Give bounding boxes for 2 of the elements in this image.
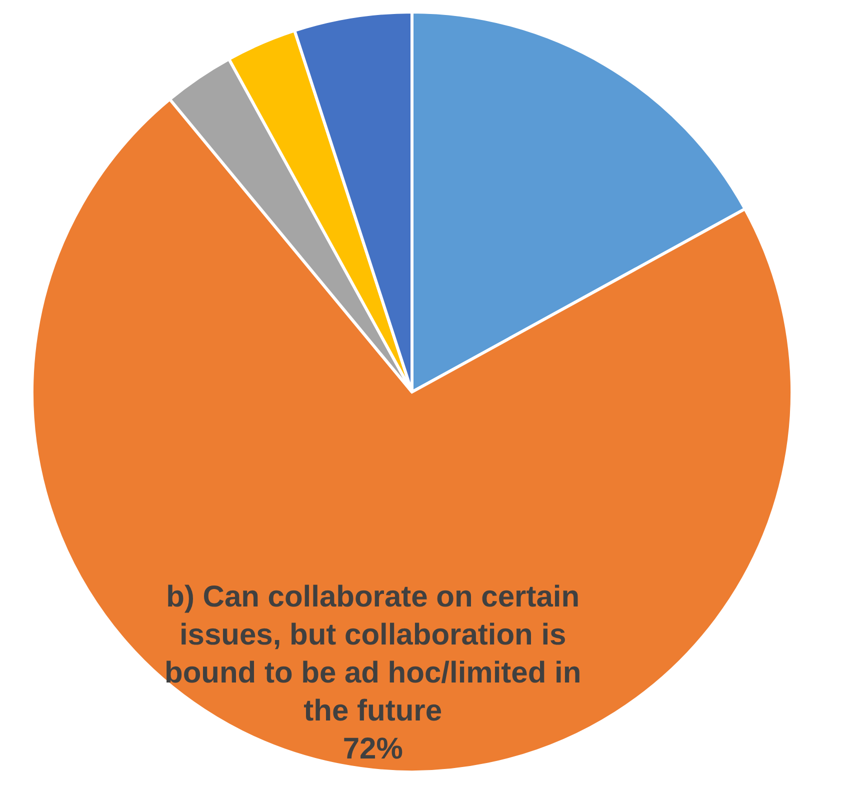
slice-label: b) Can collaborate on certain issues, but collaboration is bound to be ad hoc/limited in the future — [164, 580, 582, 728]
data-label: 72% — [342, 732, 403, 766]
